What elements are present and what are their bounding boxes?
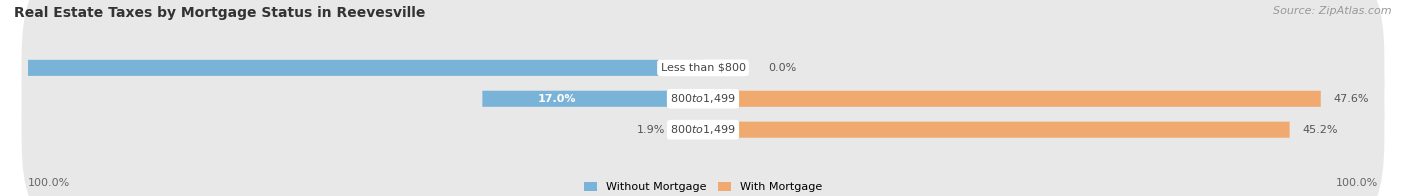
- Text: Real Estate Taxes by Mortgage Status in Reevesville: Real Estate Taxes by Mortgage Status in …: [14, 6, 426, 20]
- Legend: Without Mortgage, With Mortgage: Without Mortgage, With Mortgage: [579, 177, 827, 196]
- FancyBboxPatch shape: [0, 60, 703, 76]
- FancyBboxPatch shape: [21, 41, 1385, 196]
- Text: 100.0%: 100.0%: [1336, 178, 1378, 188]
- FancyBboxPatch shape: [21, 0, 1385, 156]
- FancyBboxPatch shape: [678, 122, 703, 138]
- Text: 47.6%: 47.6%: [1334, 94, 1369, 104]
- Text: Source: ZipAtlas.com: Source: ZipAtlas.com: [1274, 6, 1392, 16]
- Text: 0.0%: 0.0%: [768, 63, 796, 73]
- FancyBboxPatch shape: [482, 91, 703, 107]
- FancyBboxPatch shape: [703, 91, 1320, 107]
- Text: 45.2%: 45.2%: [1302, 125, 1339, 135]
- Text: 17.0%: 17.0%: [537, 94, 576, 104]
- FancyBboxPatch shape: [703, 122, 1289, 138]
- FancyBboxPatch shape: [21, 10, 1385, 187]
- Text: Less than $800: Less than $800: [661, 63, 745, 73]
- Text: 1.9%: 1.9%: [637, 125, 665, 135]
- Text: $800 to $1,499: $800 to $1,499: [671, 123, 735, 136]
- Text: 100.0%: 100.0%: [28, 178, 70, 188]
- Text: $800 to $1,499: $800 to $1,499: [671, 92, 735, 105]
